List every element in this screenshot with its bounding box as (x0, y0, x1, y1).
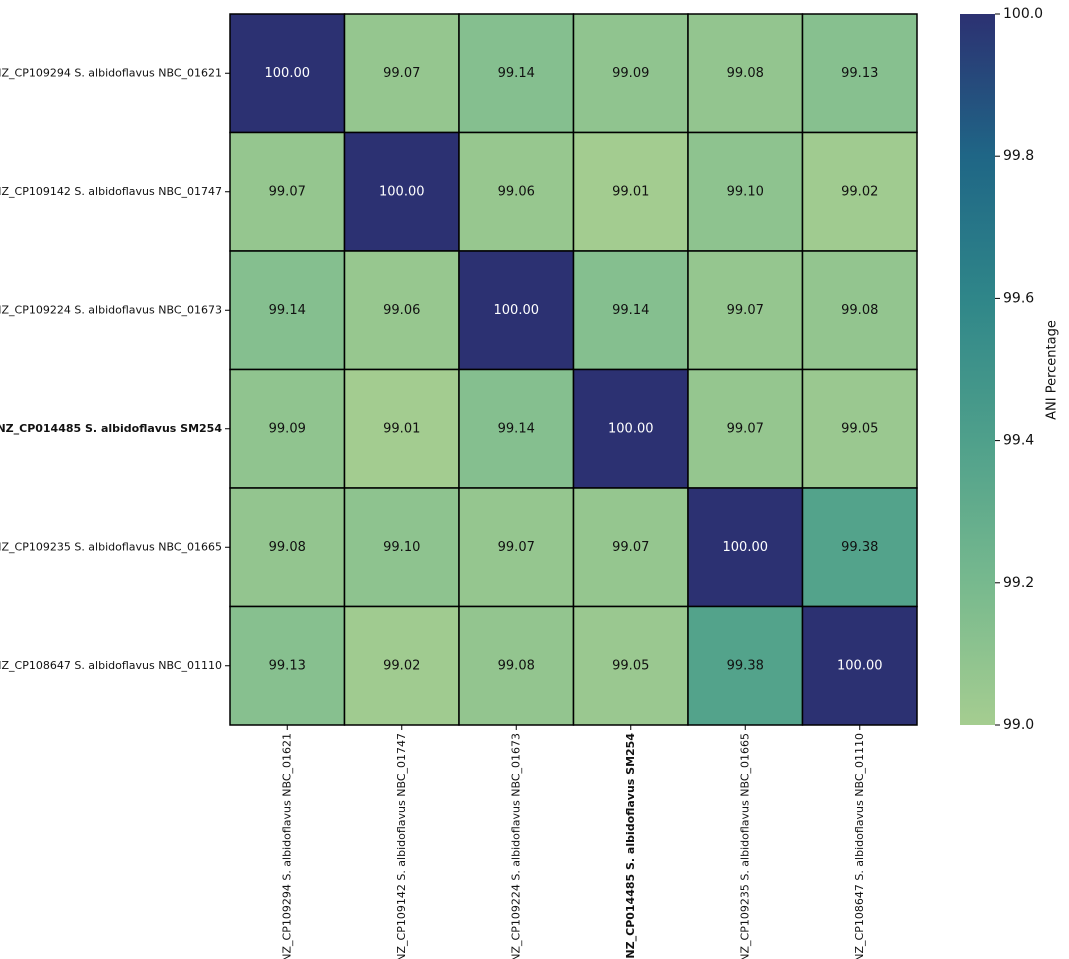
cell-label: 99.10 (383, 540, 420, 555)
cell (801, 131, 918, 252)
x-tick-label: NZ_CP108647 S. albidoflavus NBC_01110 (853, 733, 866, 959)
cell-label: 99.38 (727, 658, 764, 673)
cell-label: 100.00 (379, 184, 425, 199)
colorbar-tick-label: 99.4 (1003, 433, 1034, 449)
cell-label: 100.00 (723, 540, 769, 555)
colorbar-tick-label: 99.6 (1003, 290, 1034, 306)
cell (343, 13, 460, 134)
x-tick-label: NZ_CP109294 S. albidoflavus NBC_01621 (280, 733, 293, 959)
cell-label: 100.00 (608, 421, 654, 436)
x-tick-label: NZ_CP109235 S. albidoflavus NBC_01665 (738, 733, 751, 959)
cell (229, 13, 346, 134)
colorbar-tick-label: 100.0 (1003, 6, 1043, 22)
cell (801, 250, 918, 371)
cell-label: 99.14 (498, 421, 535, 436)
cell-label: 99.38 (841, 540, 878, 555)
cell-label: 99.07 (727, 303, 764, 318)
cell-label: 99.01 (612, 184, 649, 199)
cell (229, 605, 346, 726)
cell-label: 99.09 (269, 421, 306, 436)
cell (801, 487, 918, 608)
cell-label: 99.06 (498, 184, 535, 199)
cell (801, 368, 918, 489)
y-tick-label: NZ_CP109235 S. albidoflavus NBC_01665 (0, 540, 222, 553)
cell-label: 99.08 (269, 540, 306, 555)
cell (801, 605, 918, 726)
cell (572, 487, 689, 608)
cell-label: 99.02 (383, 658, 420, 673)
x-tick-label: NZ_CP109142 S. albidoflavus NBC_01747 (395, 733, 408, 959)
cell-label: 99.13 (269, 658, 306, 673)
cell (572, 13, 689, 134)
cell-label: 99.07 (612, 540, 649, 555)
cell-label: 99.05 (841, 421, 878, 436)
cell (572, 131, 689, 252)
y-tick-label: NZ_CP109224 S. albidoflavus NBC_01673 (0, 303, 222, 316)
cell (687, 250, 804, 371)
cell-label: 99.10 (727, 184, 764, 199)
cell (687, 487, 804, 608)
colorbar (960, 14, 995, 725)
cell (572, 368, 689, 489)
cell (229, 250, 346, 371)
cell-label: 99.07 (498, 540, 535, 555)
cell-label: 99.14 (612, 303, 649, 318)
cell-label: 99.08 (841, 303, 878, 318)
cell-label: 99.05 (612, 658, 649, 673)
cell-label: 99.09 (612, 66, 649, 81)
cell (229, 368, 346, 489)
cell-label: 99.08 (498, 658, 535, 673)
colorbar-tick-label: 99.2 (1003, 575, 1034, 591)
cell-label: 99.02 (841, 184, 878, 199)
cell (343, 250, 460, 371)
cell (687, 605, 804, 726)
cell (458, 13, 575, 134)
cell (343, 131, 460, 252)
cell-label: 99.07 (727, 421, 764, 436)
colorbar-label: ANI Percentage (1045, 320, 1060, 420)
cell (687, 13, 804, 134)
cell-label: 99.13 (841, 66, 878, 81)
cell-label: 99.14 (498, 66, 535, 81)
cell-label: 99.01 (383, 421, 420, 436)
colorbar-tick-label: 99.0 (1003, 717, 1034, 733)
cell (801, 13, 918, 134)
cell-label: 99.07 (383, 66, 420, 81)
x-tick-label: NZ_CP014485 S. albidoflavus SM254 (624, 733, 637, 959)
cell-label: 99.08 (727, 66, 764, 81)
cell (458, 368, 575, 489)
y-tick-label: NZ_CP109142 S. albidoflavus NBC_01747 (0, 185, 222, 198)
cell-label: 99.07 (269, 184, 306, 199)
y-tick-label: NZ_CP108647 S. albidoflavus NBC_01110 (0, 659, 222, 672)
cell (458, 487, 575, 608)
y-tick-label: NZ_CP014485 S. albidoflavus SM254 (0, 422, 222, 435)
cell (343, 368, 460, 489)
cell-label: 99.14 (269, 303, 306, 318)
cell-label: 99.06 (383, 303, 420, 318)
colorbar-tick-label: 99.8 (1003, 148, 1034, 164)
x-tick-label: NZ_CP109224 S. albidoflavus NBC_01673 (509, 733, 522, 959)
cell-label: 100.00 (837, 658, 883, 673)
cell (572, 250, 689, 371)
cell-label: 100.00 (494, 303, 540, 318)
cell (687, 368, 804, 489)
y-tick-label: NZ_CP109294 S. albidoflavus NBC_01621 (0, 66, 222, 79)
cell (229, 487, 346, 608)
cell-label: 100.00 (265, 66, 311, 81)
